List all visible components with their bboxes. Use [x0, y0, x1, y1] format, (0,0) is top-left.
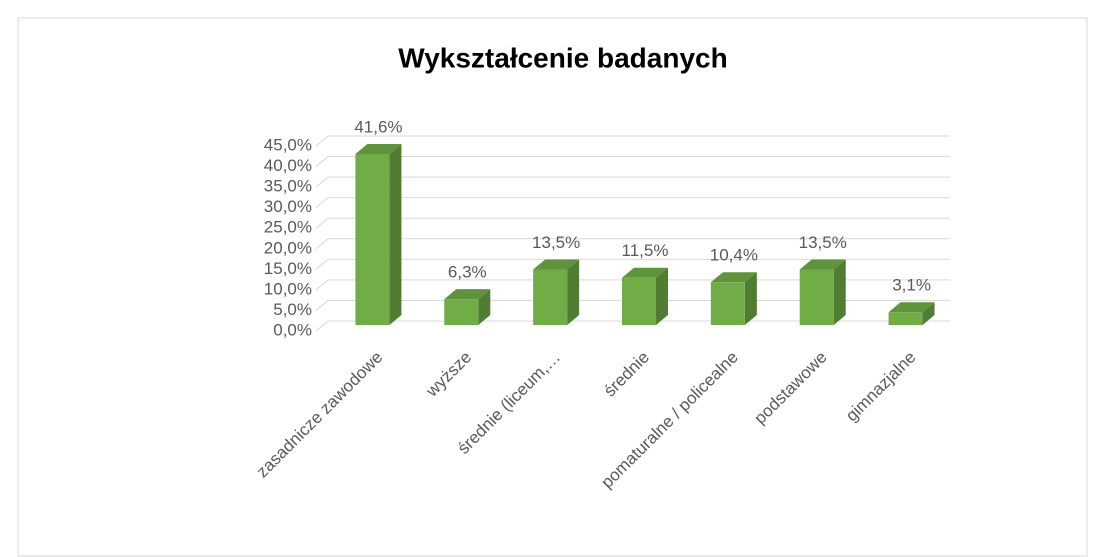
- y-tick-label: 15,0%: [264, 259, 312, 278]
- bar-top: [710, 272, 757, 283]
- y-tick-label: 20,0%: [264, 238, 312, 257]
- bar: [799, 269, 834, 325]
- grid-line-floor: [315, 300, 329, 311]
- bar: [622, 277, 656, 325]
- data-label: 13,5%: [799, 233, 847, 252]
- bar-top: [622, 267, 668, 278]
- y-tick-label: 30,0%: [264, 197, 312, 216]
- chart-title: Wykształcenie badanych: [398, 42, 727, 73]
- bar-top: [888, 302, 935, 313]
- data-label: 3,1%: [892, 276, 931, 295]
- bar-side: [478, 289, 491, 325]
- y-tick-label: 25,0%: [264, 218, 312, 237]
- bar-side: [389, 143, 402, 325]
- data-label: 10,4%: [710, 246, 758, 265]
- y-tick-label: 0,0%: [273, 320, 312, 339]
- grid-line-floor: [315, 176, 329, 188]
- bar-top: [799, 259, 846, 270]
- data-label: 6,3%: [448, 263, 487, 282]
- grid-line-floor: [315, 217, 329, 229]
- bar: [533, 269, 568, 325]
- bar: [444, 299, 479, 325]
- bar: [355, 153, 390, 325]
- bar-top: [355, 143, 402, 154]
- grid-line-floor: [315, 197, 329, 209]
- grid-line-floor: [315, 156, 329, 167]
- bar-side: [656, 267, 668, 325]
- grid-line-floor: [315, 258, 329, 270]
- grid-line-floor: [315, 238, 329, 250]
- y-tick-label: 40,0%: [264, 156, 312, 175]
- y-tick-label: 45,0%: [264, 135, 312, 154]
- grid-line-floor: [315, 320, 329, 332]
- bar: [710, 282, 745, 325]
- bar: [888, 312, 923, 325]
- bar-side: [833, 259, 846, 325]
- data-label: 41,6%: [354, 117, 402, 136]
- data-label: 11,5%: [622, 241, 669, 260]
- bar-side: [744, 272, 757, 325]
- bar-side: [922, 302, 935, 325]
- y-tick-label: 10,0%: [264, 279, 312, 298]
- grid-line-floor: [315, 135, 329, 147]
- bar-top: [444, 289, 491, 300]
- bar-top: [533, 259, 580, 270]
- y-tick-label: 35,0%: [264, 177, 312, 196]
- y-tick-label: 5,0%: [273, 300, 312, 319]
- data-label: 13,5%: [532, 233, 580, 252]
- grid-line-floor: [315, 279, 329, 291]
- bar-side: [567, 259, 580, 325]
